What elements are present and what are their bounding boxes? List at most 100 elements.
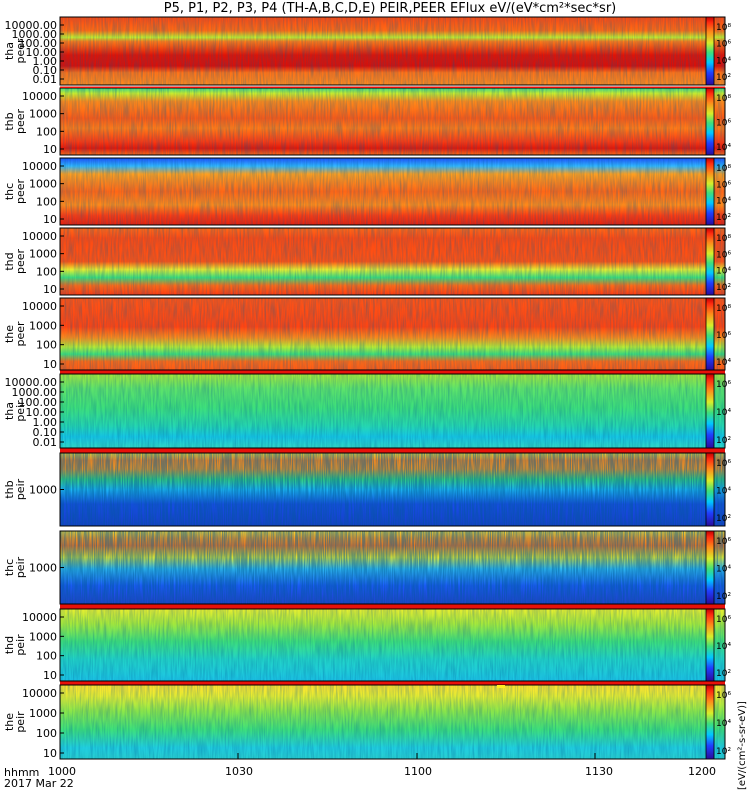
panel-probe-label: tha <box>3 42 16 60</box>
panel-probe-label: thd <box>3 636 16 654</box>
y-tick-label: 10 <box>43 143 57 156</box>
y-tick-label: 10.00 <box>26 406 58 419</box>
colorbar-thb-peer <box>705 87 715 156</box>
y-tick-label: 100 <box>36 195 57 208</box>
panel-species-label: peir <box>14 478 27 500</box>
chart-title: P5, P1, P2, P3, P4 (TH-A,B,C,D,E) PEIR,P… <box>163 1 617 16</box>
y-tick-label: 100 <box>36 265 57 278</box>
spectrogram-texture <box>60 88 725 155</box>
panel-probe-label: thd <box>3 252 16 270</box>
colorbar-tick-label: 10² <box>716 213 731 223</box>
y-tick-label: 1000 <box>29 178 57 191</box>
time-tick-1200: 1200 <box>688 765 716 778</box>
y-tick-label: 0.10 <box>33 64 58 77</box>
y-tick-label: 100 <box>36 650 57 663</box>
colorbar-tick-label: 10⁶ <box>716 459 731 469</box>
spectrogram-texture <box>60 685 725 759</box>
y-tick-label: 100.00 <box>19 396 58 409</box>
y-tick-label: 10 <box>43 669 57 682</box>
y-tick-label: 0.01 <box>33 436 58 449</box>
spectrogram-texture <box>60 609 725 681</box>
panel-probe-label: tha <box>3 402 16 420</box>
time-axis-label: hhmm <box>4 766 40 779</box>
colorbar-tick-label: 10⁸ <box>716 23 731 33</box>
colorbar-thc-peir <box>705 530 715 605</box>
spectrogram-texture <box>60 531 725 604</box>
colorbar-tick-label: 10² <box>716 436 731 446</box>
y-tick-label: 10000.00 <box>5 376 58 389</box>
spectrogram-texture <box>60 17 725 85</box>
status-bar-0 <box>60 86 725 88</box>
y-tick-label: 1000 <box>29 108 57 121</box>
y-tick-label: 1.00 <box>33 416 58 429</box>
panel-frame <box>59 373 726 449</box>
y-tick-label: 1000 <box>29 248 57 261</box>
y-tick-label: 100.00 <box>19 37 58 50</box>
panel-frame <box>59 157 726 226</box>
spectrogram-texture <box>60 374 725 448</box>
panel-probe-label: thb <box>3 480 16 498</box>
colorbar-tick-label: 10⁶ <box>716 691 731 701</box>
y-tick-label: 10 <box>43 358 57 371</box>
y-tick-label: 0.10 <box>33 426 58 439</box>
colorbar-tick-label: 10⁸ <box>716 234 731 244</box>
y-tick-label: 10 <box>43 747 57 760</box>
colorbar-tick-label: 10⁴ <box>716 358 731 368</box>
colorbar-tick-label: 10⁶ <box>716 40 731 50</box>
colorbar-thd-peir <box>705 608 715 682</box>
colorbar-the-peer <box>705 297 715 371</box>
y-tick-label: 1000 <box>29 319 57 332</box>
colorbar-tha-peer <box>705 16 715 86</box>
colorbar-the-peir <box>705 684 715 760</box>
time-tick-1100: 1100 <box>404 765 432 778</box>
colorbar-tick-label: 10⁴ <box>716 56 731 66</box>
colorbar-tick-label: 10⁶ <box>716 250 731 260</box>
colorbar-axis-label: [eV/(cm²-s-sr-eV)] <box>737 701 748 790</box>
y-tick-label: 10000 <box>22 230 57 243</box>
panel-probe-label: the <box>3 325 16 343</box>
spectrogram-texture <box>60 158 725 225</box>
panel-species-label: peer <box>14 321 27 347</box>
colorbar-thb-peir <box>705 452 715 527</box>
panel-probe-label: thc <box>3 183 16 200</box>
panel-species-label: peer <box>14 249 27 275</box>
spectrogram-texture <box>60 298 725 370</box>
colorbar-tick-label: 10⁸ <box>716 164 731 174</box>
colorbar-tick-label: 10² <box>716 514 731 524</box>
y-tick-label: 100 <box>36 125 57 138</box>
y-tick-label: 100 <box>36 339 57 352</box>
colorbar-tick-label: 10⁴ <box>716 143 731 153</box>
status-bar-marker <box>497 685 505 688</box>
colorbar-tick-label: 10² <box>716 669 731 679</box>
panel-probe-label: thc <box>3 559 16 576</box>
y-tick-label: 1000 <box>29 707 57 720</box>
colorbar-tick-label: 10⁴ <box>716 408 731 418</box>
y-tick-label: 10000 <box>22 687 57 700</box>
spectrogram-texture <box>60 453 725 526</box>
colorbar-thd-peer <box>705 227 715 296</box>
colorbar-tick-label: 10⁴ <box>716 719 731 729</box>
y-tick-label: 10000 <box>22 90 57 103</box>
panel-frame <box>59 684 726 760</box>
y-tick-label: 1000 <box>29 630 57 643</box>
panel-species-label: peir <box>14 634 27 656</box>
time-tick-1000: 1000 <box>48 765 76 778</box>
colorbar-tha-peir <box>705 373 715 449</box>
colorbar-tick-label: 10⁸ <box>716 94 731 104</box>
y-tick-label: 10000 <box>22 160 57 173</box>
panel-probe-label: thb <box>3 112 16 130</box>
y-tick-label: 1000.00 <box>12 386 58 399</box>
panel-frame <box>59 227 726 296</box>
panel-species-label: peir <box>14 711 27 733</box>
panel-species-label: peir <box>14 400 27 422</box>
panel-species-label: peer <box>14 109 27 135</box>
y-tick-label: 10 <box>43 213 57 226</box>
colorbar-tick-label: 10⁶ <box>716 119 731 129</box>
